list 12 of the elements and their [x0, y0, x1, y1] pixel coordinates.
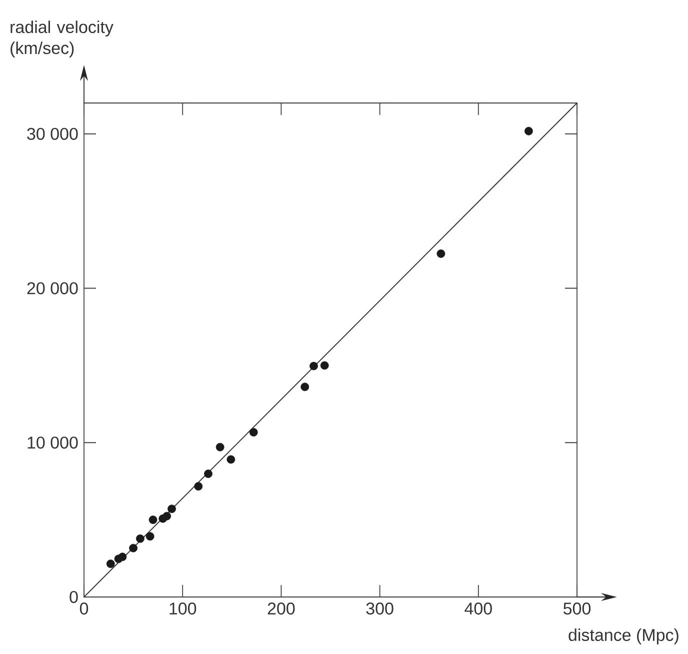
y-tick-label: 10 000	[28, 436, 78, 449]
y-tick-label: 20 000	[27, 282, 78, 294]
x-tick-label: 0	[80, 602, 88, 615]
x-tick-label: 200	[268, 602, 295, 615]
y-axis-title: radial velocity (km/sec)	[10, 20, 114, 58]
y-tick-label: 30 000	[27, 128, 78, 140]
x-tick-label: 300	[366, 602, 394, 615]
x-axis-title: distance (Mpc)	[568, 628, 678, 644]
x-tick-label: 400	[464, 602, 492, 615]
x-tick-label: 500	[563, 602, 591, 615]
x-tick-label: 100	[170, 602, 196, 615]
y-tick-label: 0	[70, 590, 78, 604]
